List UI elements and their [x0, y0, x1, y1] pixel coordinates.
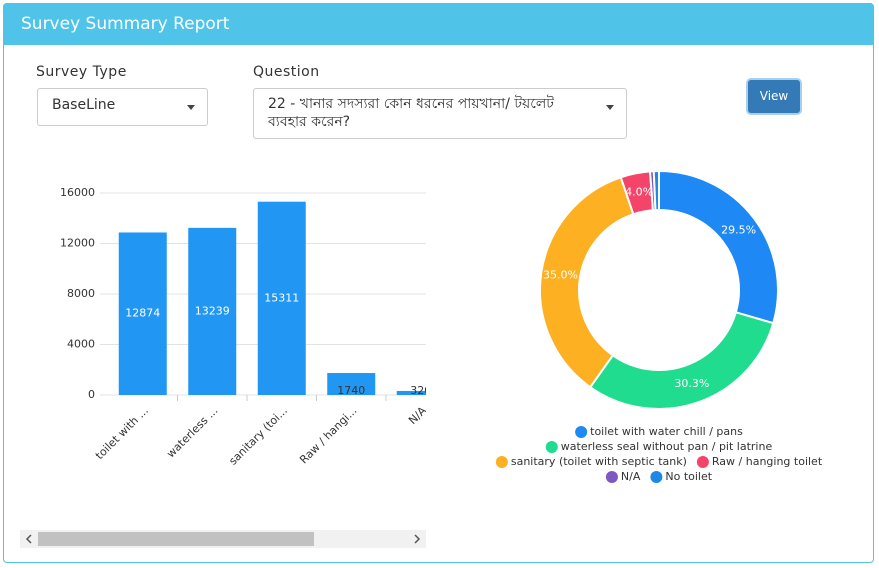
bar [188, 227, 237, 395]
legend-row: toilet with water chill / pans [575, 425, 743, 438]
survey-type-select[interactable]: BaseLine [37, 88, 208, 126]
value-label: 13239 [195, 304, 230, 317]
legend-marker [605, 471, 618, 483]
donut-chart: 29.5% 30.3% 35.0% 4.0% toilet with water chi… [495, 169, 823, 483]
legend-row: N/A No toilet [605, 470, 713, 483]
donut-slice [652, 169, 660, 212]
legend-label: N/A [621, 470, 641, 483]
donut-slice [539, 176, 635, 389]
y-tick-label: 8000 [67, 287, 95, 300]
bar [257, 201, 306, 395]
question-label: Question [253, 64, 320, 80]
legend-label: sanitary (toilet with septic tank) [511, 455, 687, 468]
donut-slice [658, 169, 779, 325]
donut-slice [588, 311, 775, 410]
value-label: 1740 [337, 384, 365, 397]
x-tick-label: N/A [406, 404, 429, 427]
question-select[interactable]: 22 - খানার সদস্যরা কোন ধরনের পায়খানা/ ট… [253, 88, 627, 139]
value-label: 15311 [264, 291, 299, 304]
legend-marker [696, 456, 709, 468]
slice-label: 29.5% [721, 223, 756, 236]
legend-label: toilet with water chill / pans [590, 425, 743, 438]
legend-label: No toilet [665, 470, 712, 483]
panel-header: Survey Summary Report [3, 3, 874, 45]
legend-marker [545, 441, 558, 453]
bar-chart: 0 4000 8000 12000 16000 12874 toilet with ... 1… [60, 186, 431, 468]
y-tick-label: 4000 [67, 338, 95, 351]
slice-label: 30.3% [674, 377, 709, 390]
legend-label: waterless seal without pan / pit latrine [561, 440, 773, 453]
value-label: 320 [410, 384, 431, 397]
y-tick-label: 12000 [60, 237, 95, 250]
bar [327, 373, 376, 395]
view-button[interactable]: View [748, 80, 800, 113]
legend-marker [650, 471, 663, 483]
x-tick-label: toilet with ... [93, 404, 151, 462]
bar [396, 390, 426, 395]
x-tick-label: Raw / hangi... [297, 404, 359, 466]
bar [118, 232, 167, 395]
survey-type-label: Survey Type [36, 64, 127, 80]
legend-row: sanitary (toilet with septic tank) Raw / … [495, 455, 823, 468]
legend-marker [495, 456, 508, 468]
x-tick-label: sanitary (toi... [226, 404, 290, 468]
scroll-left[interactable] [25, 534, 32, 544]
slice-label: 35.0% [543, 269, 578, 282]
slice-label: 4.0% [625, 186, 653, 199]
value-label: 12874 [125, 307, 160, 320]
y-tick-label: 16000 [60, 186, 95, 199]
legend-marker [575, 426, 588, 438]
x-tick-label: waterless ... [164, 404, 220, 460]
y-tick-label: 0 [88, 388, 95, 401]
scrollbar-thumb[interactable] [38, 532, 314, 546]
legend-label: Raw / hanging toilet [712, 455, 823, 468]
legend-row: waterless seal without pan / pit latrine [545, 440, 773, 453]
scroll-right[interactable] [414, 534, 421, 544]
